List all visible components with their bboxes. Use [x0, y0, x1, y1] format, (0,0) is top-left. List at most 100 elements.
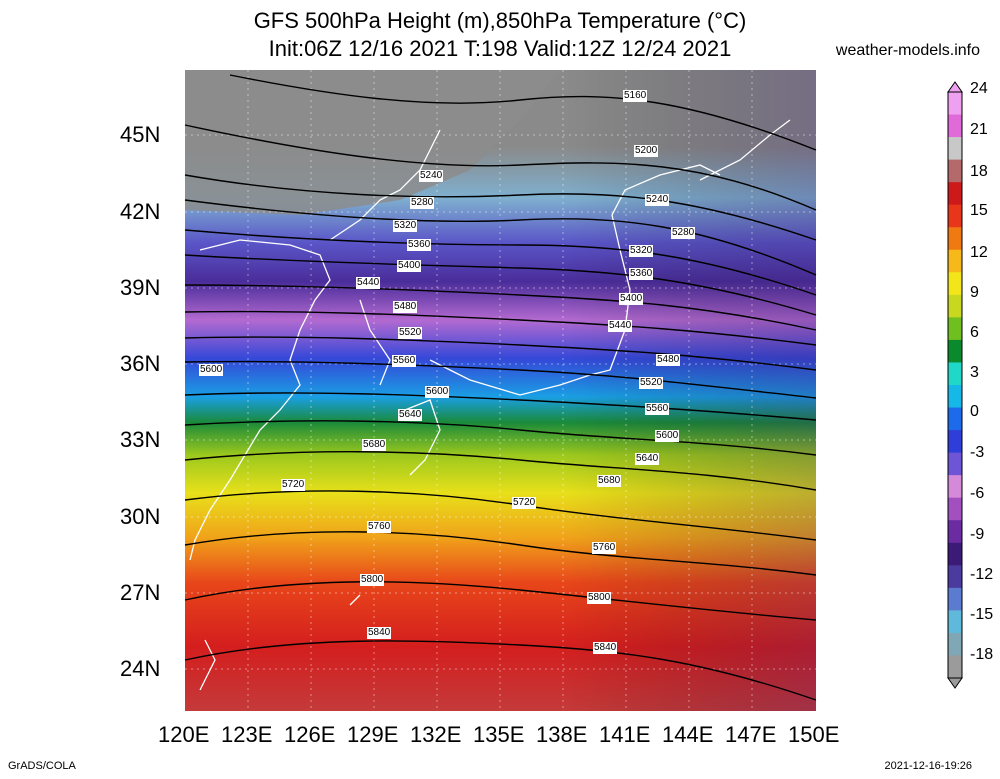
colorbar-label: 15 — [970, 202, 988, 219]
contour-label: 5720 — [281, 479, 306, 491]
colorbar-label: -18 — [970, 646, 994, 663]
colorbar-swatch — [948, 249, 962, 273]
colorbar-label: 24 — [970, 80, 988, 97]
colorbar-swatch — [948, 452, 962, 476]
contour-label: 5680 — [597, 475, 622, 487]
colorbar-label: 12 — [970, 244, 988, 261]
colorbar-swatch — [948, 475, 962, 499]
colorbar-label: 3 — [970, 364, 979, 381]
colorbar-swatch — [948, 520, 962, 544]
lon-label: 147E — [725, 722, 777, 747]
lon-label: 138E — [536, 722, 588, 747]
contour-label: 5280 — [671, 227, 696, 239]
contour-label: 5600 — [199, 364, 224, 376]
colorbar-swatch — [948, 430, 962, 454]
contour-label: 5640 — [398, 409, 423, 421]
colorbar-swatch — [948, 587, 962, 611]
contour-label: 5600 — [655, 430, 680, 442]
colorbar-swatch — [948, 610, 962, 634]
colorbar-label: 0 — [970, 403, 979, 420]
colorbar-swatch — [948, 385, 962, 409]
colorbar-label: -9 — [970, 526, 985, 543]
contour-label: 5200 — [634, 145, 659, 157]
colorbar-label: 18 — [970, 163, 988, 180]
lon-label: 141E — [599, 722, 651, 747]
lon-label: 135E — [473, 722, 525, 747]
contour-label: 5480 — [656, 354, 681, 366]
contour-label: 5640 — [635, 453, 660, 465]
colorbar-swatch — [948, 317, 962, 341]
grads-credit: GrADS/COLA — [8, 760, 76, 772]
lat-label: 39N — [120, 275, 161, 300]
contour-label: 5520 — [398, 327, 423, 339]
temperature-colorbar — [947, 81, 963, 689]
colorbar-label: 9 — [970, 284, 979, 301]
contour-label: 5400 — [397, 260, 422, 272]
lat-label: 33N — [120, 427, 161, 452]
colorbar-swatch — [948, 92, 962, 116]
contour-label: 5360 — [629, 268, 654, 280]
lon-label: 144E — [662, 722, 714, 747]
contour-label: 5840 — [593, 642, 618, 654]
colorbar-swatch — [948, 632, 962, 656]
colorbar-swatch — [948, 137, 962, 161]
map-title: GFS 500hPa Height (m),850hPa Temperature… — [253, 8, 747, 33]
lon-label: 150E — [788, 722, 840, 747]
lat-label: 24N — [120, 656, 161, 681]
contour-label: 5480 — [393, 301, 418, 313]
lon-label: 123E — [221, 722, 273, 747]
map-subtitle: Init:06Z 12/16 2021 T:198 Valid:12Z 12/2… — [268, 36, 732, 61]
lon-label: 129E — [347, 722, 399, 747]
cold-air-region — [185, 70, 560, 215]
contour-label: 5280 — [410, 197, 435, 209]
contour-label: 5360 — [407, 239, 432, 251]
contour-label: 5160 — [623, 90, 648, 102]
colorbar-frame — [947, 91, 963, 679]
lon-label: 126E — [284, 722, 336, 747]
contour-label: 5240 — [645, 194, 670, 206]
contour-label: 5560 — [392, 355, 417, 367]
contour-label: 5440 — [356, 277, 381, 289]
lon-label: 132E — [410, 722, 462, 747]
grid-lines — [185, 70, 816, 711]
colorbar-label: 6 — [970, 324, 979, 341]
lat-label: 30N — [120, 504, 161, 529]
colorbar-label: -12 — [970, 566, 994, 583]
contour-label: 5560 — [645, 403, 670, 415]
height-contours — [184, 74, 817, 701]
site-name: weather-models.info — [835, 42, 980, 59]
timestamp: 2021-12-16-19:26 — [884, 760, 972, 772]
colorbar-label: -6 — [970, 485, 985, 502]
contour-label: 5680 — [362, 439, 387, 451]
contour-label: 5600 — [425, 386, 450, 398]
lat-label: 27N — [120, 580, 161, 605]
contour-label: 5760 — [592, 542, 617, 554]
contour-label: 5800 — [587, 592, 612, 604]
colorbar-swatch — [948, 362, 962, 386]
colorbar-label: 21 — [970, 121, 988, 138]
lon-label: 120E — [158, 722, 210, 747]
contour-label: 5800 — [360, 574, 385, 586]
lat-label: 45N — [120, 122, 161, 147]
contour-label: 5320 — [629, 245, 654, 257]
colorbar-swatch — [948, 272, 962, 296]
colorbar-swatch — [948, 542, 962, 566]
colorbar-swatch — [948, 655, 962, 679]
contour-label: 5520 — [639, 377, 664, 389]
colorbar-swatch — [948, 204, 962, 228]
colorbar-arrow-top — [947, 81, 963, 93]
colorbar-arrow-bottom — [947, 677, 963, 689]
colorbar-swatch — [948, 339, 962, 363]
contour-label: 5320 — [393, 220, 418, 232]
colorbar-swatch — [948, 227, 962, 251]
colorbar-swatch — [948, 159, 962, 183]
colorbar-swatch — [948, 407, 962, 431]
contour-label: 5440 — [608, 320, 633, 332]
colorbar-swatch — [948, 497, 962, 521]
colorbar-swatch — [948, 182, 962, 206]
contour-label: 5760 — [367, 521, 392, 533]
lat-label: 36N — [120, 351, 161, 376]
lat-label: 42N — [120, 199, 161, 224]
contour-label: 5840 — [367, 627, 392, 639]
